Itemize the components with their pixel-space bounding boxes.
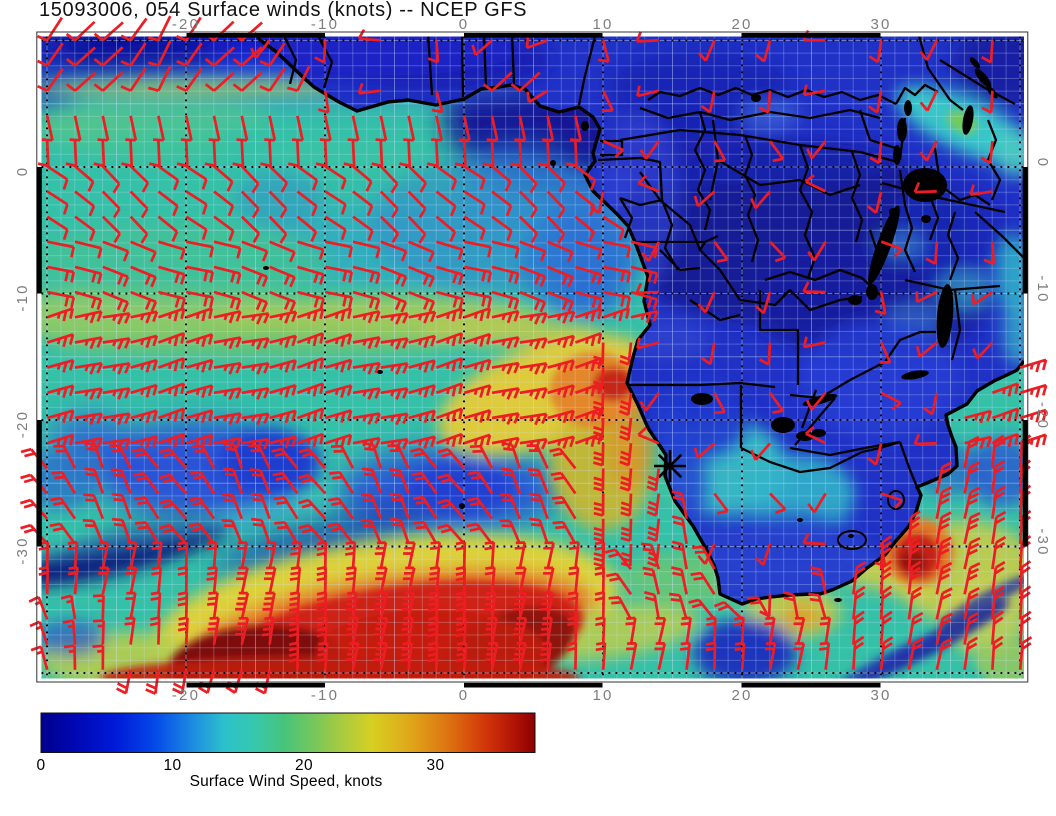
svg-text:0: 0	[459, 687, 470, 704]
svg-text:30: 30	[870, 687, 891, 704]
svg-text:-10: -10	[1034, 275, 1051, 303]
svg-text:-30: -30	[1034, 528, 1051, 556]
svg-text:30: 30	[870, 16, 891, 33]
svg-text:0: 0	[14, 166, 31, 177]
svg-text:20: 20	[731, 687, 752, 704]
svg-text:20: 20	[731, 16, 752, 33]
svg-text:10: 10	[592, 687, 613, 704]
svg-text:20: 20	[295, 757, 313, 774]
svg-text:0: 0	[1034, 158, 1051, 169]
svg-text:-10: -10	[311, 16, 339, 33]
svg-text:10: 10	[163, 757, 181, 774]
svg-text:15093006, 054 Surface winds (k: 15093006, 054 Surface winds (knots) -- N…	[39, 0, 527, 21]
svg-text:Surface Wind Speed, knots: Surface Wind Speed, knots	[190, 773, 383, 790]
svg-text:0: 0	[36, 757, 45, 774]
svg-text:-20: -20	[172, 687, 200, 704]
svg-text:-10: -10	[311, 687, 339, 704]
svg-text:-30: -30	[14, 536, 31, 564]
svg-text:-20: -20	[172, 16, 200, 33]
svg-text:10: 10	[592, 16, 613, 33]
svg-text:0: 0	[459, 16, 470, 33]
svg-text:30: 30	[426, 757, 444, 774]
svg-text:-20: -20	[1034, 402, 1051, 430]
svg-text:-10: -10	[14, 283, 31, 311]
svg-text:-20: -20	[14, 410, 31, 438]
